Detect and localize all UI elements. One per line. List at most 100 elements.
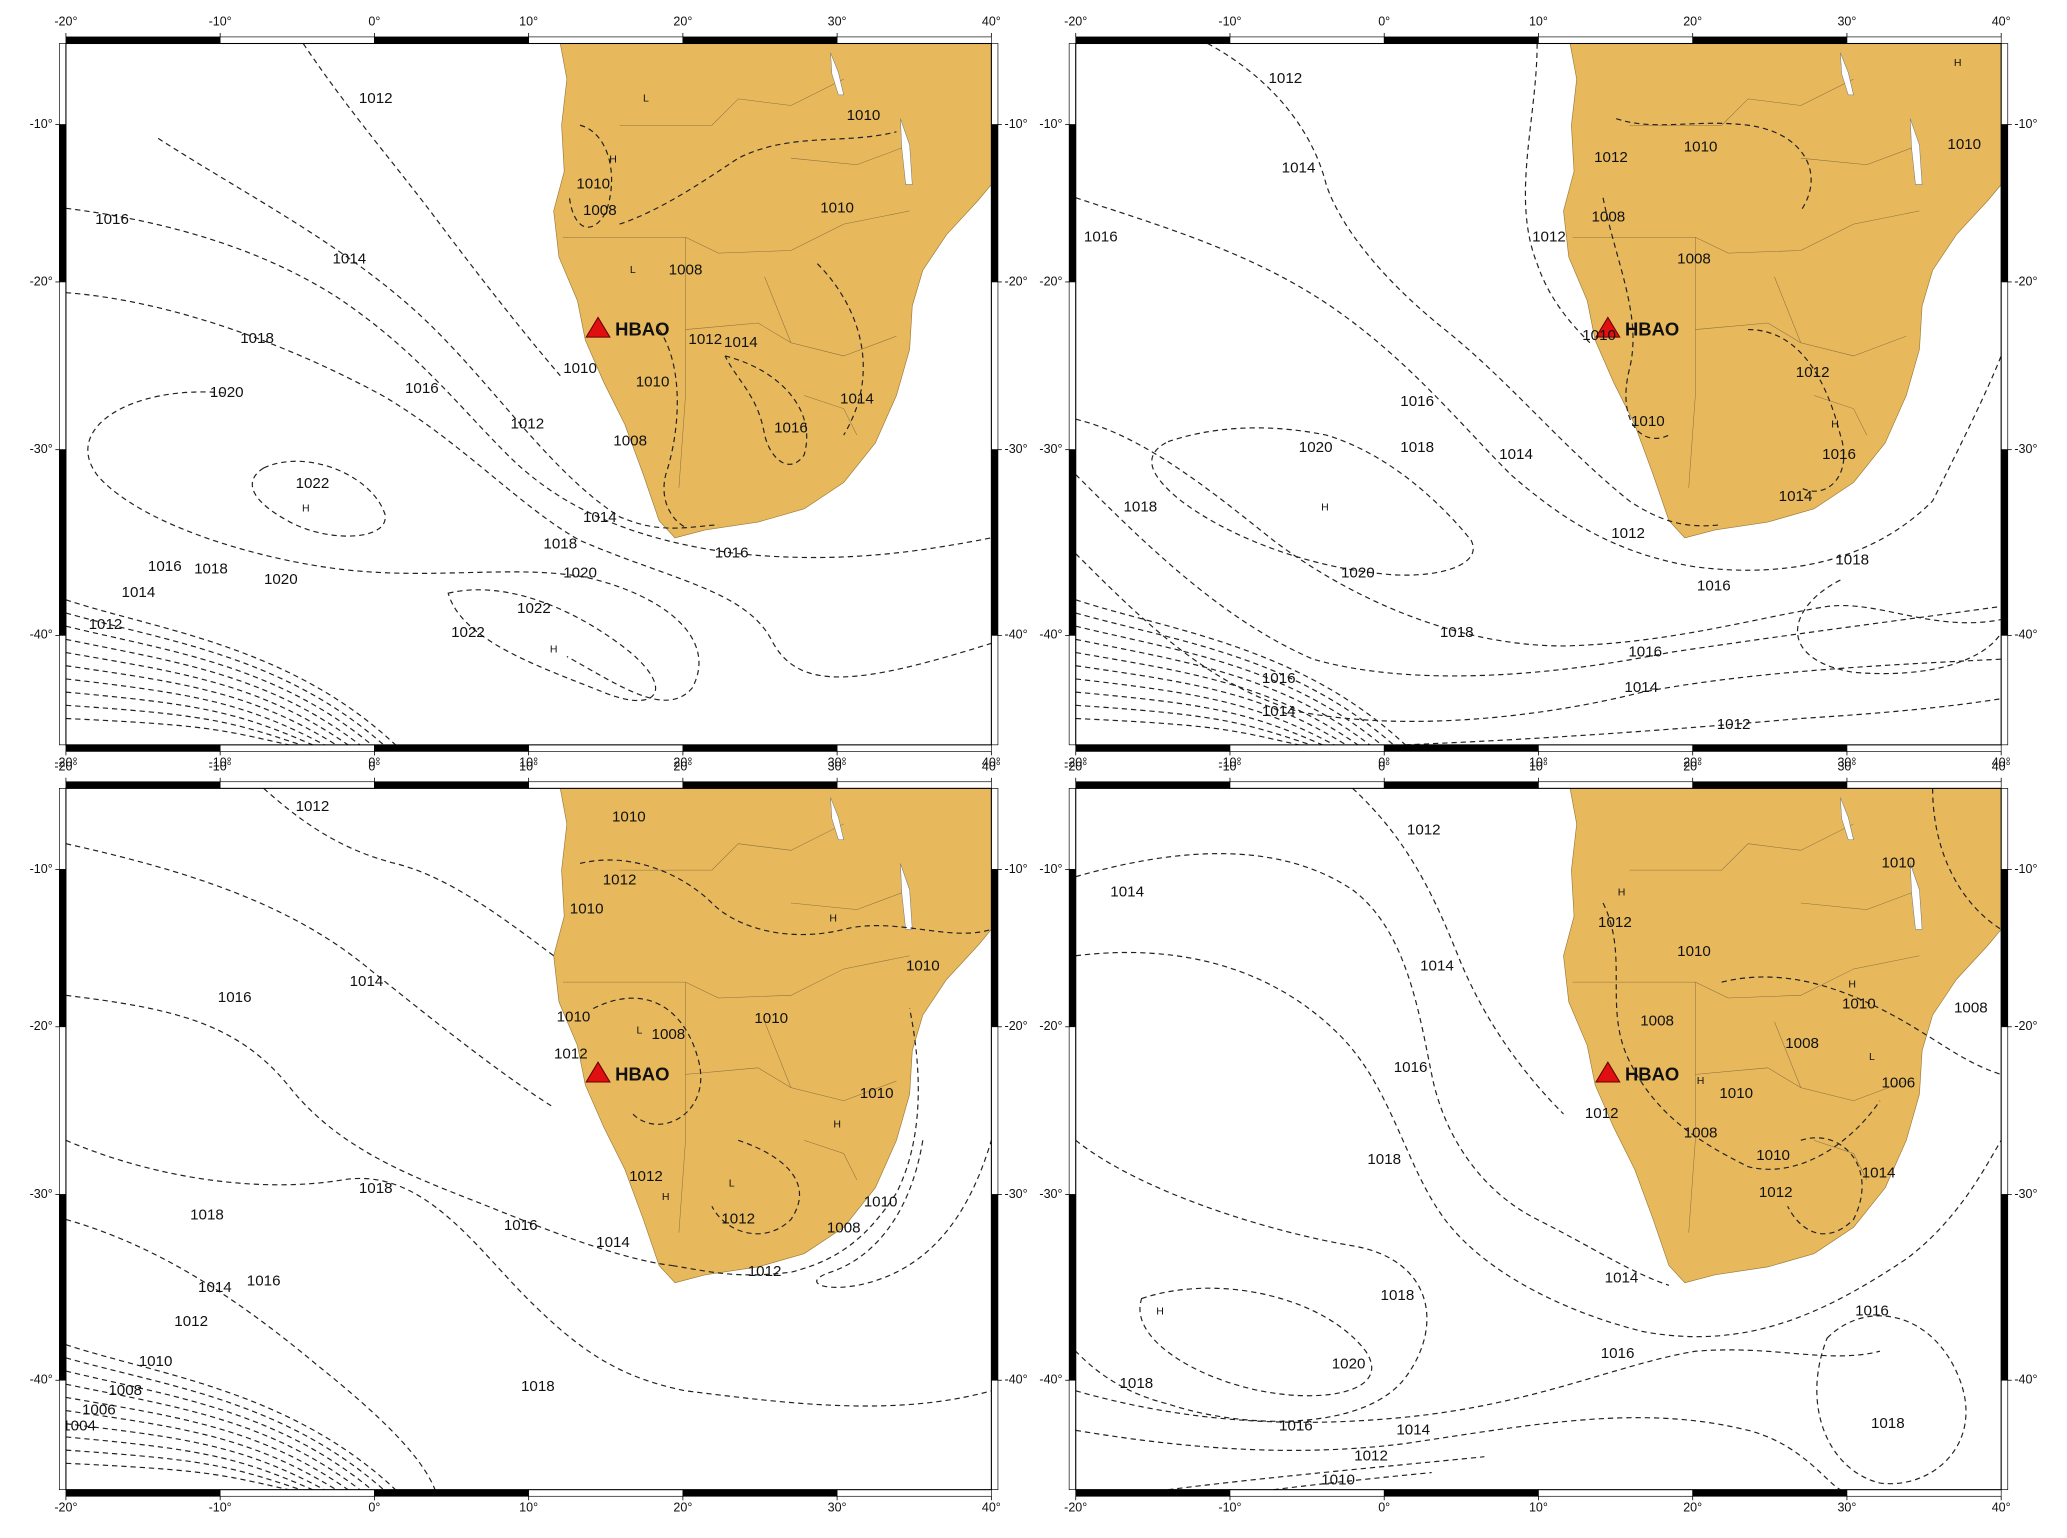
frame — [1075, 42, 2002, 746]
contour-label: 1010 — [563, 360, 597, 377]
contour-label: 1012 — [510, 415, 544, 432]
isobar — [1748, 328, 1845, 492]
isobar — [816, 263, 864, 436]
frame-bar — [991, 635, 999, 746]
contour-label: 1012 — [1407, 822, 1441, 839]
contour-label: 1014 — [1779, 488, 1813, 505]
frame-bar — [2000, 869, 2009, 1028]
land — [553, 43, 992, 539]
isobar — [65, 1357, 385, 1490]
lat-tick-label: -30° — [1005, 442, 1028, 456]
frame-bar — [1538, 744, 1694, 752]
lon-tick-label: 20° — [1683, 15, 1702, 29]
lake — [1840, 52, 1854, 96]
isobar — [1075, 638, 1371, 745]
contour-label: 1014 — [1499, 446, 1533, 463]
land — [1563, 43, 2002, 539]
frame-bar — [219, 781, 375, 789]
contour-label: 1008 — [613, 433, 647, 450]
contour-label: 1016 — [148, 558, 182, 575]
contour-label: 1018 — [1367, 1151, 1401, 1168]
frame-bar — [528, 744, 684, 752]
frame-bar — [1692, 36, 1848, 44]
map-area: HBAO 1012 1010 1012 1010 1014 1016 1010 1010 1012… — [65, 788, 992, 1490]
contour-label: 1014 — [724, 334, 758, 351]
lon-tick-label: -20° — [54, 1500, 77, 1514]
contour-label: 1012 — [1585, 1105, 1619, 1122]
frame-bar — [2000, 43, 2009, 125]
isobar — [1075, 474, 2002, 677]
frame-bar — [991, 43, 999, 125]
frame-bar — [65, 1489, 221, 1497]
country-border — [685, 322, 792, 343]
contour-label: 1010 — [1321, 1471, 1355, 1488]
contour-label: 1010 — [636, 373, 670, 390]
frame-bar — [65, 781, 221, 789]
contour-label: 1016 — [1628, 644, 1662, 661]
contour-label: 1014 — [1624, 679, 1658, 696]
contour-label: 1006 — [1881, 1075, 1915, 1092]
contour-label: 1012 — [1354, 1448, 1388, 1465]
contour-label: 1016 — [1601, 1345, 1635, 1362]
isobar — [1075, 553, 2002, 722]
frame-bar — [219, 36, 375, 44]
frame-bar — [1075, 744, 1231, 752]
contour-label: 1012 — [688, 331, 722, 348]
contour-label: 1014 — [583, 509, 617, 526]
frame-bar — [836, 781, 992, 789]
frame-bar — [1692, 1489, 1848, 1497]
contour-label: 1008 — [1591, 209, 1625, 226]
lon-tick-label: 10° — [1529, 756, 1548, 770]
country-border — [619, 823, 844, 871]
isobar — [65, 1449, 301, 1490]
frame-bar — [219, 744, 375, 752]
pressure-center: H — [829, 913, 837, 925]
lon-tick-label: 0° — [368, 1500, 380, 1514]
frame-bar — [2000, 1026, 2009, 1195]
isobar — [65, 1370, 373, 1490]
isobar — [1075, 197, 2002, 571]
contour-label: 1022 — [517, 600, 551, 617]
frame-bar — [58, 788, 67, 870]
lat-tick-label: -20° — [1039, 1019, 1062, 1033]
frame-bar — [58, 635, 67, 746]
lon-tick-label: 10° — [1529, 760, 1548, 774]
pressure-center: H — [302, 503, 310, 515]
station-label: HBAO — [615, 1063, 669, 1084]
frame-bar — [58, 43, 67, 125]
frame-bar — [528, 1489, 684, 1497]
isobar — [1075, 691, 1323, 745]
lon-tick-label: 30° — [1837, 760, 1856, 774]
contour-label: 1010 — [1947, 136, 1981, 153]
frame-bar — [1846, 36, 2002, 44]
lat-tick-label: -10° — [2014, 862, 2037, 876]
isobar — [1787, 1137, 1863, 1235]
lat-tick-label: -40° — [2014, 1373, 2037, 1387]
contour-label: 1010 — [1582, 327, 1616, 344]
frame-bar — [58, 1026, 67, 1195]
isobar — [65, 651, 349, 745]
contour-label: 1010 — [1881, 854, 1915, 871]
frame-bar — [2000, 281, 2009, 451]
lon-tick-label: -10° — [1218, 756, 1241, 770]
frame-bar — [991, 869, 999, 1028]
frame-bar — [374, 781, 529, 789]
station-label: HBAO — [1625, 318, 1679, 339]
contour-label: 1014 — [122, 584, 156, 601]
frame-bar — [2000, 124, 2009, 283]
contour-label: 1018 — [521, 1378, 555, 1395]
country-border — [1629, 78, 1854, 126]
lon-tick-label: 0° — [1378, 15, 1390, 29]
frame-bar — [1846, 744, 2002, 752]
map-panel: HBAO 1012 1014 1014 1016 1018 1010 1012 1010 1010… — [1039, 760, 2037, 1515]
contour-label: 1014 — [1282, 160, 1316, 177]
frame-bar — [682, 744, 838, 752]
frame-bar — [1229, 36, 1385, 44]
isobar — [724, 355, 808, 465]
contour-label: 1008 — [583, 202, 617, 219]
isobar — [1075, 1417, 1841, 1490]
isobar — [65, 1409, 337, 1490]
frame-bar — [836, 36, 992, 44]
lon-tick-label: 10° — [519, 756, 538, 770]
isobar — [447, 589, 657, 702]
